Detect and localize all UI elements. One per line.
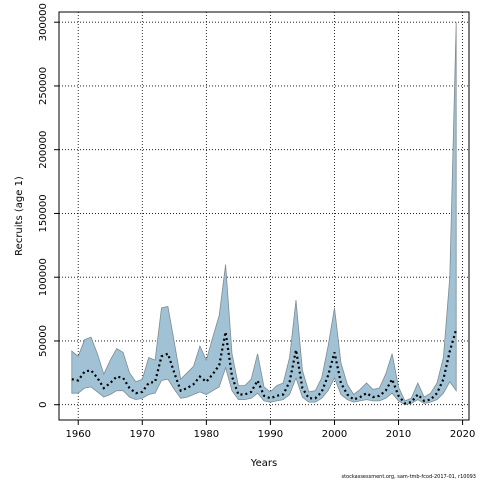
x-tick-label: 1990 bbox=[258, 429, 283, 440]
y-tick-label: 250000 bbox=[38, 67, 49, 105]
y-tick-label: 100000 bbox=[38, 258, 49, 296]
y-tick-label: 50000 bbox=[38, 325, 49, 357]
y-tick-label: 0 bbox=[38, 402, 49, 408]
y-axis-label: Recruits (age 1) bbox=[14, 176, 25, 256]
x-tick-label: 2000 bbox=[322, 429, 347, 440]
y-tick-label: 150000 bbox=[38, 194, 49, 232]
y-tick-label: 300000 bbox=[38, 3, 49, 41]
x-tick-label: 2020 bbox=[450, 429, 475, 440]
x-tick-label: 2010 bbox=[386, 429, 411, 440]
footer-credit: stockassessment.org, sam-tmb-fcod-2017-0… bbox=[341, 474, 476, 480]
x-tick-label: 1970 bbox=[130, 429, 155, 440]
confidence-band bbox=[71, 22, 457, 406]
x-axis-label: Years bbox=[250, 458, 277, 469]
y-axis: 0 50000 100000 150000 200000 250000 300000 bbox=[38, 3, 59, 408]
plot-frame bbox=[58, 11, 470, 421]
x-tick-label: 1960 bbox=[65, 429, 90, 440]
x-axis: 1960 1970 1980 1990 2000 2010 2020 bbox=[65, 420, 475, 440]
x-tick-label: 1980 bbox=[194, 429, 219, 440]
estimate-line bbox=[71, 329, 458, 405]
y-tick-label: 200000 bbox=[38, 131, 49, 169]
